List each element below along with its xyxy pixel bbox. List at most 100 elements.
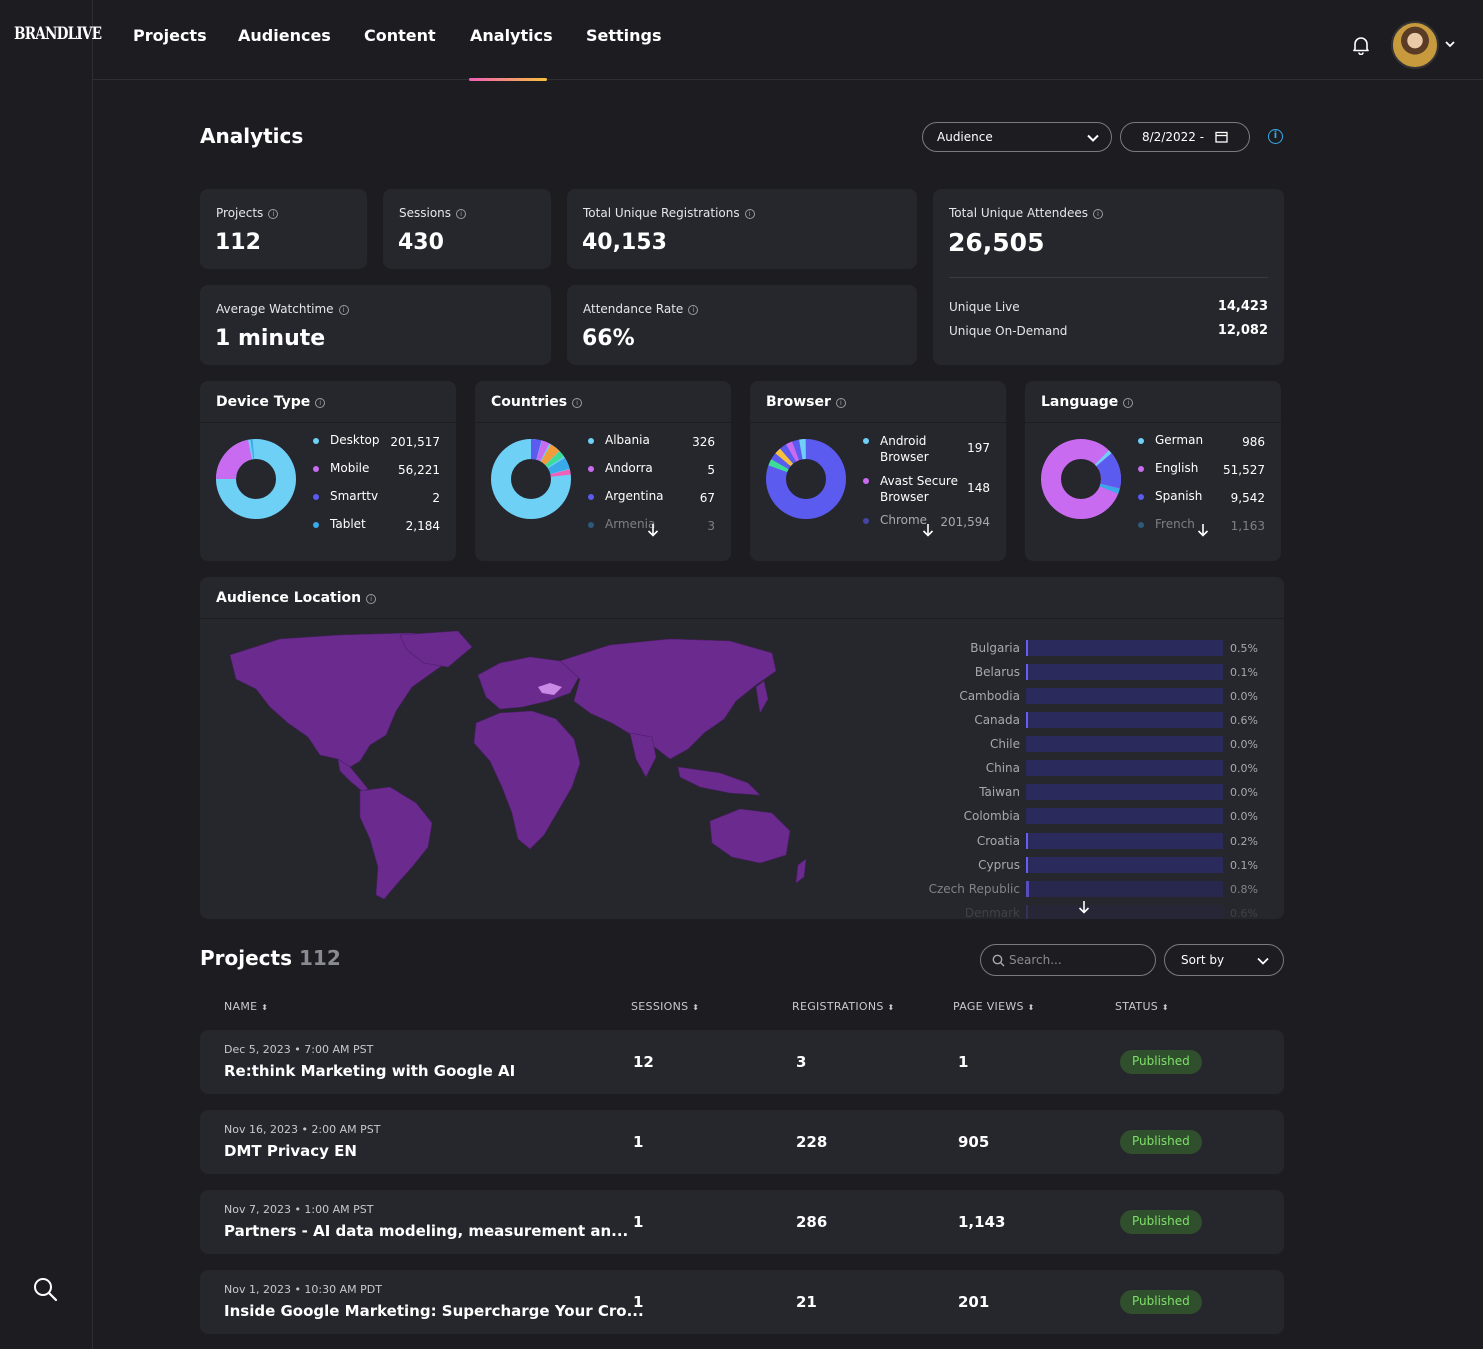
bar-track bbox=[1026, 712, 1223, 728]
bar-track bbox=[1026, 833, 1223, 849]
legend-dot bbox=[588, 466, 594, 472]
unique-ondemand-label: Unique On-Demand bbox=[949, 324, 1068, 338]
legend-value: 5 bbox=[707, 463, 715, 477]
info-icon[interactable]: i bbox=[835, 398, 846, 408]
bar-percent: 0.0% bbox=[1230, 738, 1258, 751]
nav-settings[interactable]: Settings bbox=[586, 26, 662, 45]
language-panel: Language i German 986 English 51,527 Span… bbox=[1025, 381, 1281, 561]
bar-country-label: Cambodia bbox=[959, 689, 1020, 703]
project-page-views: 201 bbox=[958, 1293, 990, 1311]
chevron-down-icon[interactable] bbox=[1444, 38, 1456, 50]
column-header-name[interactable]: NAME ⬍ bbox=[224, 1000, 268, 1013]
legend-label: Argentina bbox=[605, 489, 664, 503]
legend-label: Andorra bbox=[605, 461, 653, 475]
search-input[interactable]: Search... bbox=[980, 944, 1156, 976]
column-header-sessions[interactable]: SESSIONS ⬍ bbox=[631, 1000, 699, 1013]
registrations-stat-card: Total Unique Registrations i 40,153 bbox=[567, 189, 917, 269]
legend-label: Spanish bbox=[1155, 489, 1203, 503]
info-icon[interactable]: i bbox=[315, 398, 326, 408]
bell-icon[interactable] bbox=[1351, 35, 1371, 55]
column-header-status[interactable]: STATUS ⬍ bbox=[1115, 1000, 1169, 1013]
bar-track bbox=[1026, 857, 1223, 873]
info-icon[interactable]: i bbox=[268, 209, 279, 219]
divider bbox=[949, 277, 1268, 278]
scroll-down-arrow-icon[interactable] bbox=[1196, 523, 1210, 537]
legend-label: Smarttv bbox=[330, 489, 379, 503]
project-name[interactable]: Re:think Marketing with Google AI bbox=[224, 1062, 516, 1080]
column-header-page-views[interactable]: PAGE VIEWS ⬍ bbox=[953, 1000, 1035, 1013]
brand-logo[interactable]: BRANDLIVE bbox=[14, 24, 102, 44]
table-row[interactable]: Nov 7, 2023 • 1:00 AM PST Partners - AI … bbox=[200, 1190, 1284, 1254]
legend-value: 326 bbox=[692, 435, 715, 449]
avatar[interactable] bbox=[1391, 21, 1439, 69]
info-icon[interactable]: i bbox=[366, 594, 377, 604]
bar-country-label: Denmark bbox=[964, 906, 1020, 919]
stat-value: 112 bbox=[215, 230, 261, 255]
legend-dot bbox=[1138, 494, 1144, 500]
table-row[interactable]: Dec 5, 2023 • 7:00 AM PST Re:think Marke… bbox=[200, 1030, 1284, 1094]
project-registrations: 21 bbox=[796, 1293, 817, 1311]
nav-content[interactable]: Content bbox=[364, 26, 436, 45]
bar-country-label: Bulgaria bbox=[970, 641, 1020, 655]
project-name[interactable]: Partners - AI data modeling, measurement… bbox=[224, 1222, 629, 1240]
bar-percent: 0.2% bbox=[1230, 835, 1258, 848]
column-header-registrations[interactable]: REGISTRATIONS ⬍ bbox=[792, 1000, 894, 1013]
countries-panel: Countries i Albania 326 Andorra 5 Argenti… bbox=[475, 381, 731, 561]
unique-ondemand-value: 12,082 bbox=[1217, 323, 1268, 338]
info-icon[interactable]: i bbox=[1268, 129, 1283, 144]
search-icon bbox=[992, 954, 1005, 967]
bar-fill bbox=[1026, 712, 1029, 728]
projects-count: 112 bbox=[298, 946, 341, 970]
nav-audiences[interactable]: Audiences bbox=[238, 26, 331, 45]
project-name[interactable]: DMT Privacy EN bbox=[224, 1142, 357, 1160]
date-range-select[interactable]: 8/2/2022 - bbox=[1120, 122, 1250, 152]
info-icon[interactable]: i bbox=[688, 305, 699, 315]
info-icon[interactable]: i bbox=[744, 209, 755, 219]
project-date: Nov 16, 2023 • 2:00 AM PST bbox=[224, 1123, 381, 1136]
table-row[interactable]: Nov 16, 2023 • 2:00 AM PST DMT Privacy E… bbox=[200, 1110, 1284, 1174]
sort-arrows-icon: ⬍ bbox=[692, 1003, 700, 1012]
divider bbox=[200, 618, 1284, 619]
project-sessions: 1 bbox=[633, 1133, 644, 1151]
bar-track bbox=[1026, 736, 1223, 752]
stat-label: Total Unique Attendees bbox=[949, 206, 1089, 220]
bar-percent: 0.0% bbox=[1230, 810, 1258, 823]
scroll-down-arrow-icon[interactable] bbox=[921, 523, 935, 537]
bar-track bbox=[1026, 881, 1223, 897]
audience-select[interactable]: Audience bbox=[922, 122, 1112, 152]
bar-country-label: Taiwan bbox=[979, 785, 1020, 799]
info-icon[interactable]: i bbox=[338, 305, 349, 315]
browser-donut-chart bbox=[766, 439, 846, 519]
bar-fill bbox=[1026, 833, 1028, 849]
legend-label: German bbox=[1155, 433, 1204, 447]
nav-analytics[interactable]: Analytics bbox=[470, 26, 553, 45]
table-row[interactable]: Nov 1, 2023 • 10:30 AM PDT Inside Google… bbox=[200, 1270, 1284, 1334]
info-icon[interactable]: i bbox=[1093, 209, 1104, 219]
project-registrations: 228 bbox=[796, 1133, 828, 1151]
device-donut-chart bbox=[216, 439, 296, 519]
project-sessions: 1 bbox=[633, 1293, 644, 1311]
info-icon[interactable]: i bbox=[572, 398, 583, 408]
sort-by-select[interactable]: Sort by bbox=[1164, 944, 1284, 976]
bar-fill bbox=[1026, 640, 1028, 656]
bar-track bbox=[1026, 760, 1223, 776]
bar-percent: 0.0% bbox=[1230, 690, 1258, 703]
divider bbox=[475, 422, 731, 423]
nav-projects[interactable]: Projects bbox=[133, 26, 207, 45]
bar-fill bbox=[1026, 857, 1028, 873]
search-icon[interactable] bbox=[32, 1276, 58, 1302]
project-name[interactable]: Inside Google Marketing: Supercharge You… bbox=[224, 1302, 644, 1320]
info-icon[interactable]: i bbox=[1123, 398, 1134, 408]
language-donut-chart bbox=[1041, 439, 1121, 519]
calendar-icon bbox=[1215, 131, 1228, 143]
stat-value: 40,153 bbox=[582, 230, 667, 255]
date-range-value: 8/2/2022 - bbox=[1142, 130, 1205, 144]
scroll-down-arrow-icon[interactable] bbox=[1077, 900, 1091, 914]
bar-track bbox=[1026, 808, 1223, 824]
sort-arrows-icon: ⬍ bbox=[1161, 1003, 1169, 1012]
scroll-down-arrow-icon[interactable] bbox=[646, 523, 660, 537]
info-icon[interactable]: i bbox=[456, 209, 467, 219]
bar-percent: 0.6% bbox=[1230, 907, 1258, 919]
bar-percent: 0.5% bbox=[1230, 642, 1258, 655]
legend-label: Android Browser bbox=[880, 434, 929, 464]
